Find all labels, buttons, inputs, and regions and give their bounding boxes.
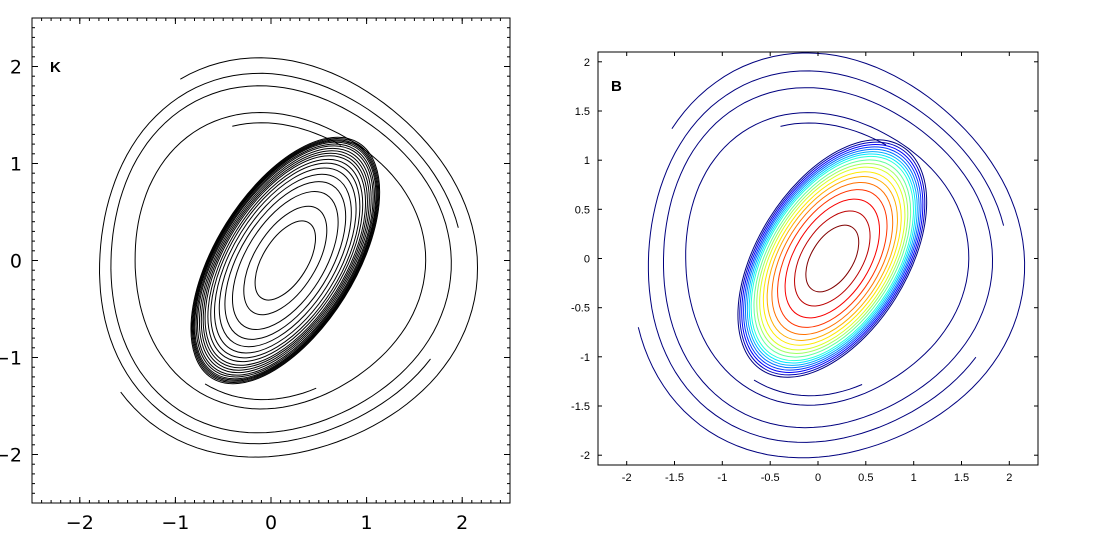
x-tick-label: -0.5 <box>761 472 780 484</box>
x-tick-label: 2 <box>1006 472 1012 484</box>
vortex-contour <box>231 191 339 330</box>
y-tick-label: −2 <box>0 445 22 467</box>
vortex-contour <box>190 136 381 385</box>
vortex-contour <box>218 173 352 348</box>
y-tick-label: -2 <box>580 450 590 462</box>
y-tick-label: −1 <box>0 348 22 370</box>
panel-b: -2 -1.5 -1 -0.5 0 0.5 1 1.5 2 -2 -1.5 -1 -0.5 0 0.5 1 1.… <box>571 51 1039 484</box>
filament-contour <box>637 52 1026 459</box>
x-tick-label: −2 <box>66 512 94 534</box>
vortex-contour <box>200 150 370 371</box>
vortex-contour <box>254 220 316 301</box>
vortex-contour <box>195 143 375 378</box>
y-tick-label: 0 <box>10 251 22 273</box>
x-tick-label: 1.5 <box>954 472 969 484</box>
vortex-contour <box>766 176 898 341</box>
y-tick-label: -0.5 <box>571 303 590 315</box>
vortex-contour <box>762 171 902 346</box>
y-tick-label: 0.5 <box>575 204 590 216</box>
x-tick-label: 0 <box>815 472 821 484</box>
panel-k-frame <box>31 17 511 504</box>
x-tick-label: 1 <box>911 472 917 484</box>
vortex-contour <box>748 153 916 364</box>
x-tick-label: 1 <box>361 512 373 534</box>
x-tick-label: 0.5 <box>858 472 873 484</box>
vortex-contour <box>192 139 379 382</box>
vortex-contour <box>741 144 924 373</box>
vortex-contour <box>737 139 928 378</box>
vortex-contour <box>753 159 912 358</box>
vortex-contour <box>756 163 909 354</box>
vortex-contour <box>198 147 372 374</box>
vortex-contour <box>194 141 377 380</box>
vortex-contour <box>207 158 364 363</box>
y-tick-label: 2 <box>10 57 22 79</box>
vortex-contour <box>739 141 926 376</box>
vortex-contour <box>771 181 894 336</box>
vortex-contour <box>243 205 328 316</box>
vortex-contour <box>805 224 860 293</box>
y-tick-label: 1 <box>10 154 22 176</box>
y-tick-label: 1.5 <box>575 106 590 118</box>
vortex-contour <box>210 162 361 359</box>
vortex-contour <box>777 189 888 328</box>
y-tick-label: -1 <box>580 352 590 364</box>
vortex-contour <box>202 152 368 369</box>
x-tick-label: -2 <box>622 472 632 484</box>
filament-contour <box>134 111 427 410</box>
filament-contour <box>663 87 993 429</box>
filament-contour <box>232 122 342 146</box>
panel-k-label: K <box>50 59 61 76</box>
vortex-contour <box>214 167 357 354</box>
x-tick-label: 2 <box>456 512 468 534</box>
vortex-contour <box>750 155 914 362</box>
vortex-contour <box>204 155 367 366</box>
vortex-contour <box>784 198 881 319</box>
filament-contour <box>120 57 479 458</box>
y-tick-label: 0 <box>584 254 590 266</box>
filament-contour <box>98 72 459 445</box>
filament-contour <box>753 379 863 397</box>
panel-k-axes: −2 −1 0 1 2 −2 −1 0 1 2 <box>0 17 511 534</box>
x-tick-label: 0 <box>265 512 277 534</box>
panel-k: −2 −1 0 1 2 −2 −1 0 1 2 K <box>0 17 511 534</box>
panel-k-contours <box>98 57 479 458</box>
panel-b-label: B <box>611 78 622 95</box>
vortex-contour <box>746 151 918 366</box>
y-tick-label: 1 <box>584 155 590 167</box>
vortex-contour <box>744 148 920 369</box>
filament-contour <box>780 122 887 146</box>
vortex-contour <box>224 181 347 340</box>
filament-contour <box>110 85 452 434</box>
x-tick-label: −1 <box>161 512 189 534</box>
vortex-contour <box>193 140 378 381</box>
filament-contour <box>647 70 1005 443</box>
filament-contour <box>685 112 970 406</box>
vortex-contour <box>759 166 906 351</box>
y-tick-label: -1.5 <box>571 401 590 413</box>
panel-b-contours <box>637 52 1026 459</box>
vortex-contour <box>743 146 922 371</box>
x-tick-label: -1 <box>717 472 727 484</box>
y-tick-label: 2 <box>584 57 590 69</box>
panel-b-axes: -2 -1.5 -1 -0.5 0 0.5 1 1.5 2 -2 -1.5 -1 -0.5 0 0.5 1 1.… <box>571 52 1038 484</box>
vortex-contour <box>191 138 380 383</box>
vortex-contour <box>197 145 374 376</box>
x-tick-label: -1.5 <box>665 472 684 484</box>
vortex-contour <box>794 210 871 307</box>
filament-contour <box>204 383 317 401</box>
